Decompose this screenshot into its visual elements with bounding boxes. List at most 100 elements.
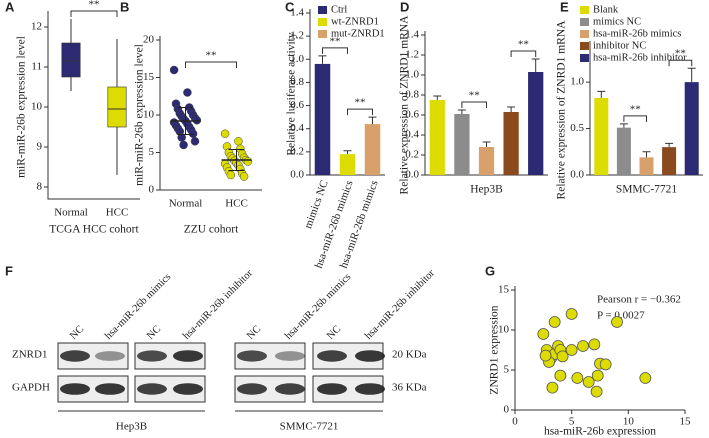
band	[137, 350, 167, 362]
point	[183, 88, 192, 97]
annotation: Pearson r = −0.362	[597, 294, 681, 306]
error-bar	[318, 55, 327, 64]
error-bar	[368, 116, 377, 125]
significance-label: **	[89, 0, 100, 11]
panel-letter: B	[120, 0, 129, 14]
significance-bracket	[70, 10, 118, 17]
band	[237, 350, 267, 362]
legend-label: wt-ZNRD1	[331, 16, 379, 27]
legend-label: hsa-miR-26b mimics	[593, 28, 681, 39]
error-bar	[687, 67, 696, 83]
band	[137, 383, 167, 395]
y-tick-label: 0.5	[570, 122, 584, 134]
band	[60, 383, 90, 395]
x-tick-label: 0	[512, 416, 518, 428]
y-tick-label: 0.6	[405, 109, 419, 121]
point	[599, 358, 612, 371]
y-tick-label: 0.4	[405, 129, 419, 141]
axis-line	[47, 11, 140, 200]
legend-label: mimics NC	[593, 16, 641, 27]
legend-swatch	[580, 54, 589, 62]
error-bar	[482, 141, 491, 147]
bar	[314, 63, 331, 175]
x-tick-label: 15	[680, 416, 692, 428]
x-tick-label: Normal	[54, 207, 88, 219]
annotation: P = 0.0027	[597, 310, 645, 322]
x-axis-label: hsa-miR-26b expression	[544, 426, 656, 438]
legend-label: mut-ZNRD1	[331, 28, 385, 39]
y-tick-label: 0.6	[290, 99, 304, 111]
significance-bracket	[347, 108, 373, 116]
y-tick-label: 10	[31, 101, 43, 113]
y-tick-label: 0.4	[290, 122, 304, 134]
band	[317, 383, 347, 395]
row-label: GAPDH	[12, 382, 50, 394]
significance-bracket	[510, 50, 537, 57]
lane-label: NC	[145, 324, 163, 342]
y-tick-label: 1.0	[405, 69, 419, 81]
bar	[339, 154, 356, 175]
significance-label: **	[330, 35, 341, 47]
x-tick-label: Normal	[169, 198, 203, 210]
lane-label: hsa-miR-26b inhibitor	[363, 267, 437, 341]
size-label: 36 KDa	[392, 382, 427, 394]
error-bar	[665, 142, 674, 148]
point	[220, 129, 230, 138]
point	[577, 340, 589, 352]
bar	[684, 82, 699, 175]
point	[571, 372, 584, 384]
point	[190, 137, 200, 146]
panel-letter: E	[560, 0, 569, 14]
significance-label: **	[630, 103, 641, 115]
y-axis-label: Relative expression of ZNRD1 mRNA	[556, 20, 568, 200]
y-axis-label: ZNRD1 expression	[489, 305, 501, 394]
legend-swatch	[318, 6, 327, 14]
legend-swatch	[580, 6, 589, 14]
y-tick-label: 0.0	[405, 169, 419, 181]
y-tick-label: 0	[504, 404, 510, 416]
point	[548, 316, 561, 328]
panel-letter: A	[5, 0, 15, 14]
legend-swatch	[580, 42, 589, 50]
point	[169, 65, 179, 75]
lane-label: NC	[245, 324, 263, 342]
bar	[429, 100, 445, 175]
band	[275, 351, 305, 361]
y-tick-label: 20	[143, 34, 155, 46]
x-tick-label: HCC	[106, 207, 129, 219]
y-tick-label: 0.2	[405, 149, 419, 161]
legend-swatch	[318, 18, 327, 26]
point	[243, 157, 253, 166]
band	[237, 383, 267, 395]
y-tick-label: 12	[31, 21, 42, 33]
bar	[364, 124, 381, 175]
lane-label: NC	[325, 324, 343, 342]
y-tick-label: 0	[149, 184, 155, 196]
blot-frame	[234, 342, 306, 370]
legend-label: hsa-miR-26b inhibitor	[593, 52, 687, 63]
panel-letter: D	[400, 0, 409, 14]
point	[565, 308, 578, 320]
bar	[594, 97, 609, 175]
sd-bar	[228, 149, 245, 171]
bar	[454, 114, 470, 175]
y-tick-label: 10	[498, 324, 510, 336]
significance-bracket	[322, 47, 348, 54]
point	[537, 328, 550, 340]
x-tick-label: 5	[569, 416, 575, 428]
point	[556, 350, 569, 363]
x-axis-label: ZZU cohort	[184, 224, 239, 236]
legend-swatch	[580, 18, 589, 26]
y-axis-label: miR-miR-26b expression level	[134, 44, 146, 186]
bar	[639, 157, 654, 175]
point	[582, 376, 595, 388]
y-tick-label: 1.4	[405, 29, 419, 41]
significance-bracket	[668, 59, 693, 67]
error-bar	[343, 150, 352, 155]
point	[611, 316, 623, 328]
bar	[528, 72, 544, 175]
y-tick-label: 10	[143, 109, 155, 121]
band	[355, 383, 385, 395]
error-bar	[433, 95, 442, 100]
point	[546, 381, 559, 394]
